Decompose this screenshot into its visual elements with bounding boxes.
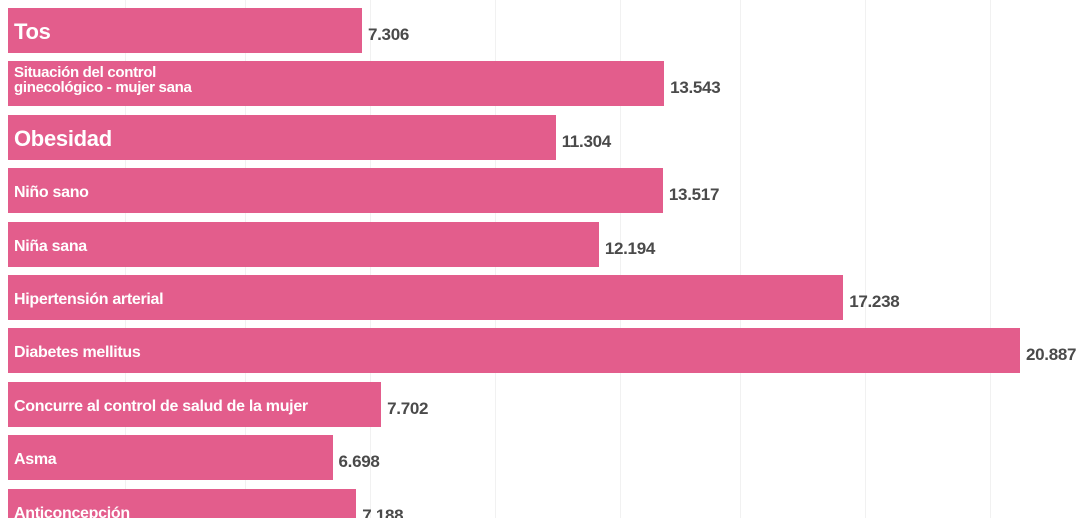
value-label: 17.238 (849, 292, 900, 311)
category-label: Tos (14, 19, 51, 45)
background-line (740, 0, 741, 518)
category-label: Concurre al control de salud de la mujer (14, 397, 308, 415)
bar (8, 488, 357, 518)
bar (8, 61, 665, 107)
background-line (620, 0, 621, 518)
value-label: 6.698 (338, 452, 380, 472)
value-label: 7.188 (362, 505, 404, 518)
bar (8, 114, 556, 160)
category-label: Situación del control ginecológico - muj… (14, 64, 192, 97)
category-label: Asma (14, 451, 57, 469)
bar (8, 328, 1020, 374)
value-label: 7.702 (387, 398, 429, 418)
value-label: 13.543 (670, 78, 721, 98)
value-label: 7.306 (367, 25, 410, 44)
background-line (865, 0, 866, 518)
category-label: Hipertensión arterial (14, 290, 164, 308)
bar (8, 435, 333, 481)
bar (8, 221, 599, 267)
bar (8, 275, 844, 320)
value-label: 13.517 (668, 185, 720, 205)
category-label: Obesidad (14, 126, 112, 152)
value-label: 11.304 (561, 131, 612, 151)
value-label: 20.887 (1026, 345, 1077, 365)
bar (8, 381, 382, 427)
category-label: Niño sano (14, 184, 89, 202)
bar (8, 168, 663, 214)
bar (8, 8, 362, 53)
category-label: Anticoncepción (14, 504, 130, 518)
category-label: Niña sana (14, 237, 87, 255)
category-label: Diabetes mellitus (14, 344, 141, 362)
value-label: 12.194 (604, 238, 656, 258)
background-line (990, 0, 991, 518)
